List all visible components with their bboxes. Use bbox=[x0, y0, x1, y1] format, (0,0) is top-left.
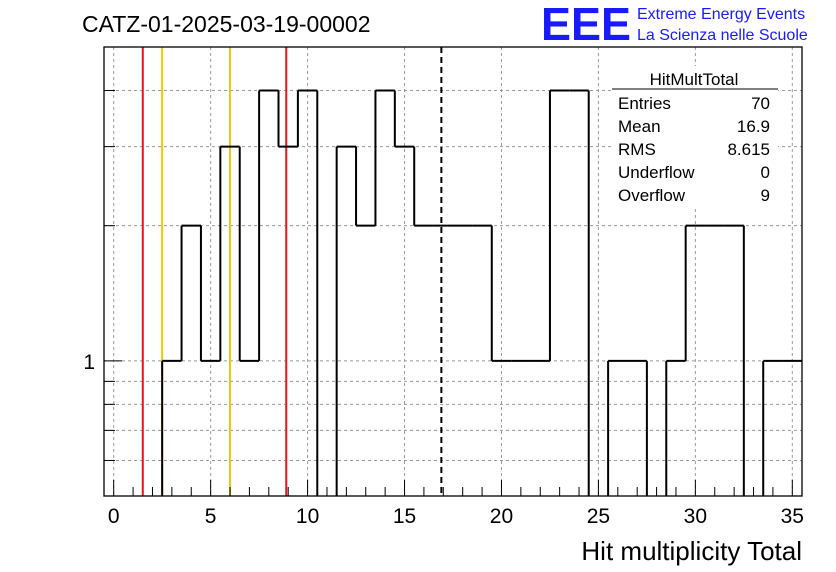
stats-value-entries: 70 bbox=[751, 94, 770, 113]
stats-box: HitMultTotal Entries 70 Mean 16.9 RMS 8.… bbox=[612, 66, 778, 206]
marker-lines bbox=[141, 47, 443, 496]
histogram-bin-6 bbox=[220, 145, 241, 361]
histogram-bin-15 bbox=[394, 145, 416, 226]
stats-title: HitMultTotal bbox=[650, 70, 739, 89]
x-tick-label: 15 bbox=[393, 505, 416, 528]
histogram-bin-13 bbox=[356, 90, 377, 227]
stats-label-mean: Mean bbox=[618, 117, 661, 136]
x-tick-label: 25 bbox=[587, 505, 610, 528]
histogram-bin-32 bbox=[724, 224, 745, 496]
x-tick-label: 10 bbox=[296, 505, 319, 528]
stats-label-overflow: Overflow bbox=[618, 186, 686, 205]
histogram-bars bbox=[161, 89, 802, 496]
histogram-bin-14 bbox=[375, 89, 396, 147]
stats-label-underflow: Underflow bbox=[618, 163, 695, 182]
x-tick-label: 35 bbox=[781, 505, 804, 528]
histogram-bin-8 bbox=[259, 89, 280, 147]
x-tick-label: 20 bbox=[490, 505, 513, 528]
eee-logo: EEE bbox=[541, 0, 631, 50]
org-name-line1: Extreme Energy Events bbox=[637, 6, 805, 23]
stats-value-overflow: 9 bbox=[761, 186, 770, 205]
histogram-bin-19 bbox=[472, 224, 493, 361]
histogram-bin-24 bbox=[569, 89, 590, 496]
histogram-bin-29 bbox=[666, 225, 687, 362]
histogram-bin-4 bbox=[181, 224, 202, 361]
histogram-bin-27 bbox=[627, 359, 648, 496]
x-tick-label: 5 bbox=[205, 505, 217, 528]
x-tick-label: 0 bbox=[108, 505, 120, 528]
stats-value-rms: 8.615 bbox=[727, 140, 770, 159]
histogram-bin-22 bbox=[530, 90, 551, 362]
chart-title: CATZ-01-2025-03-19-00002 bbox=[82, 11, 371, 37]
histogram-bin-5 bbox=[200, 146, 222, 362]
histogram-bin-3 bbox=[162, 225, 183, 362]
stats-label-entries: Entries bbox=[618, 94, 671, 113]
stats-value-mean: 16.9 bbox=[737, 117, 770, 136]
stats-label-rms: RMS bbox=[618, 140, 656, 159]
org-name-line2: La Scienza nelle Scuole bbox=[637, 27, 808, 44]
histogram-bin-12 bbox=[336, 145, 358, 226]
x-tick-label: 30 bbox=[684, 505, 707, 528]
y-tick-label: 1 bbox=[83, 351, 95, 374]
plot-frame bbox=[103, 46, 803, 497]
x-axis-label: Hit multiplicity Total bbox=[581, 536, 802, 566]
histogram-bin-7 bbox=[239, 90, 261, 362]
axes: 0 5 10 15 20 25 30 35 1 bbox=[83, 46, 804, 528]
histogram-bin-10 bbox=[297, 89, 319, 496]
histogram-bin-9 bbox=[278, 90, 299, 148]
stats-value-underflow: 0 bbox=[761, 163, 770, 182]
